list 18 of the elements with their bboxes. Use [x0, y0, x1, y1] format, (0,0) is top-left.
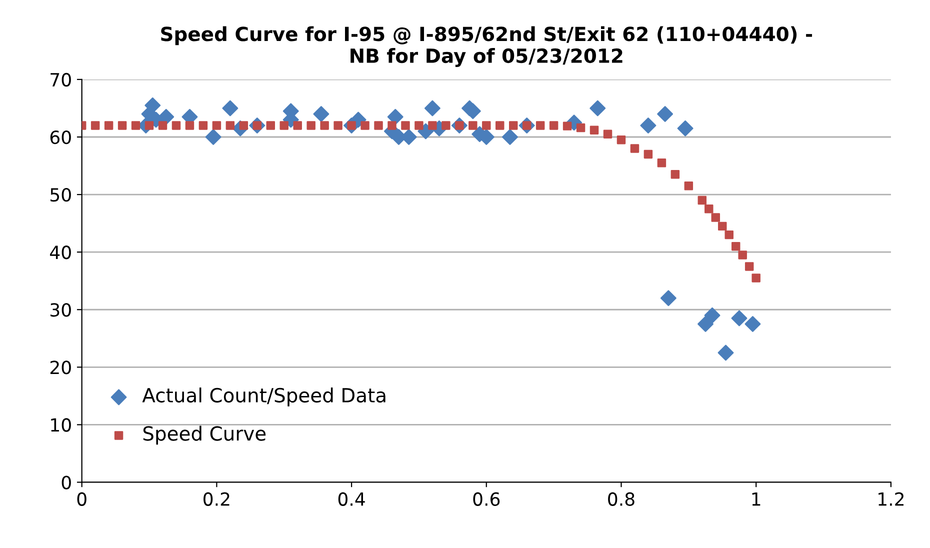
y-tick-label: 60 — [50, 130, 71, 144]
x-tick-label: 0.4 — [338, 492, 365, 506]
x-tick-label: 0.6 — [473, 492, 500, 506]
y-tick-label: 50 — [50, 188, 71, 202]
y-tick-label: 0 — [62, 476, 71, 490]
legend-label: Actual Count/Speed Data — [142, 388, 386, 406]
chart-title: Speed Curve for I-95 @ I-895/62nd St/Exit 62 (110+04440) - NB for Day of 05/23/2012 — [161, 26, 812, 67]
y-tick-label: 10 — [51, 418, 71, 432]
y-tick-label: 40 — [50, 246, 71, 260]
x-tick-label: 0.8 — [608, 492, 634, 506]
y-tick-label: 20 — [50, 360, 71, 374]
y-tick-label: 30 — [50, 303, 71, 317]
x-tick-label: 1.2 — [878, 492, 904, 506]
x-tick-label: 1 — [752, 492, 760, 506]
x-tick-label: 0 — [77, 492, 86, 506]
legend-label: Speed Curve — [143, 426, 266, 445]
y-tick-label: 70 — [50, 72, 71, 87]
x-tick-label: 0.2 — [204, 492, 230, 506]
